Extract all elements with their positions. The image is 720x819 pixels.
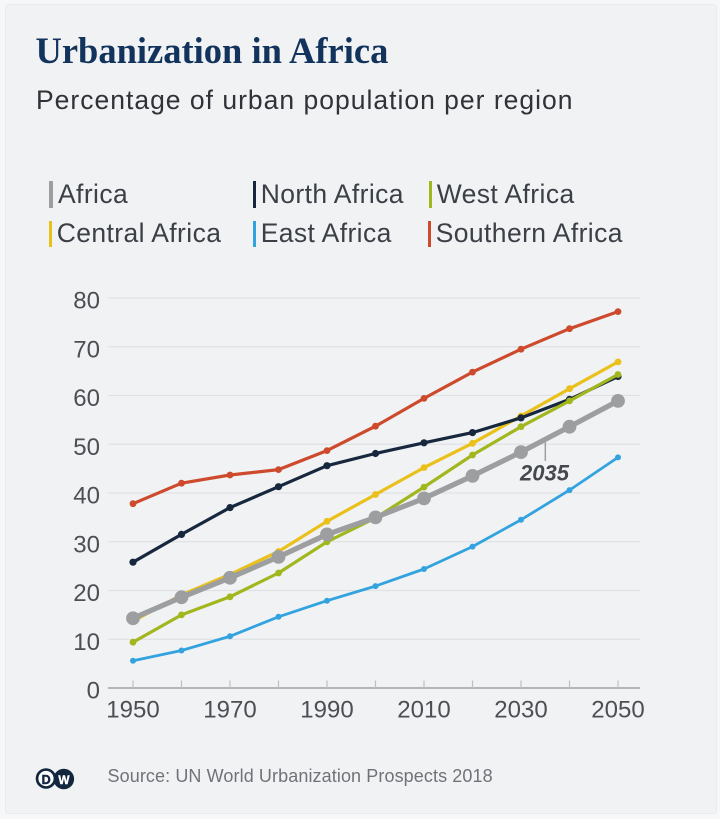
svg-text:1990: 1990 [300, 697, 353, 724]
svg-text:70: 70 [73, 336, 100, 363]
svg-text:2050: 2050 [591, 697, 644, 724]
svg-text:80: 80 [73, 288, 100, 315]
svg-text:30: 30 [73, 531, 100, 558]
svg-text:0: 0 [87, 678, 100, 705]
svg-text:10: 10 [73, 629, 100, 656]
svg-text:1950: 1950 [106, 697, 159, 724]
svg-text:D: D [42, 773, 51, 787]
svg-text:2010: 2010 [397, 697, 450, 724]
svg-text:2035: 2035 [519, 461, 570, 486]
svg-text:1970: 1970 [203, 697, 256, 724]
svg-text:W: W [58, 773, 70, 787]
svg-text:2030: 2030 [494, 697, 547, 724]
svg-text:20: 20 [73, 580, 100, 607]
svg-text:60: 60 [73, 385, 100, 412]
svg-text:50: 50 [73, 434, 100, 461]
svg-text:40: 40 [73, 483, 100, 510]
